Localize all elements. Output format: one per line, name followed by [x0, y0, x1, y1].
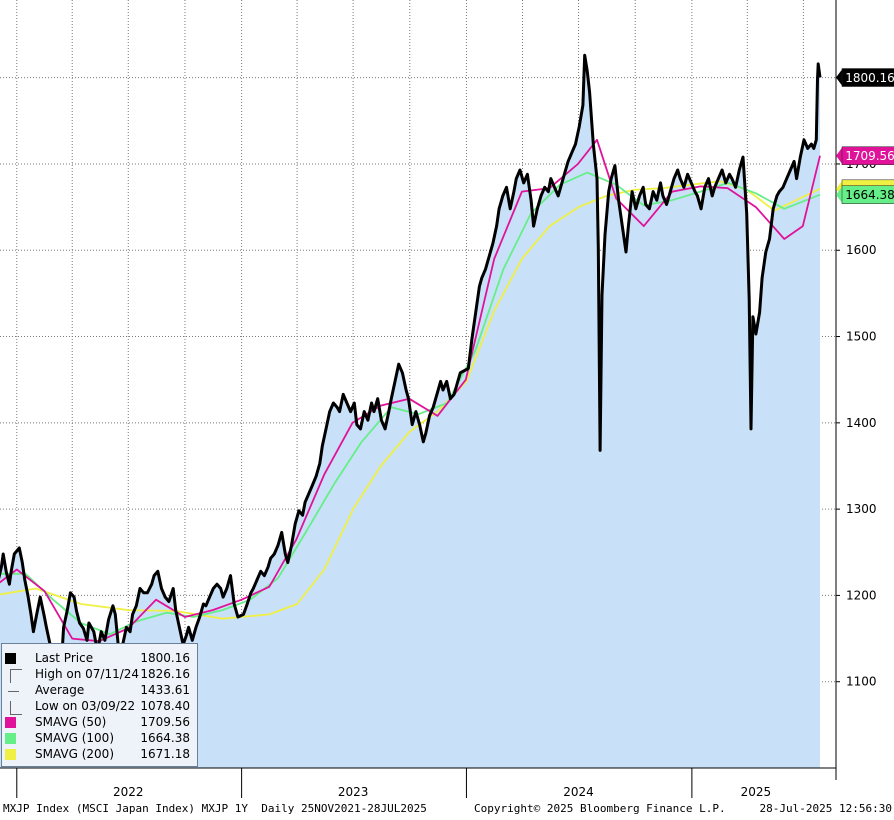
legend-value: 1433.61: [140, 683, 190, 697]
average-marker-icon: [8, 691, 19, 692]
legend-item-smavg-100: SMAVG (100) 1664.38: [5, 731, 195, 747]
price-tag-pointer: [836, 69, 842, 86]
high-marker-icon: [10, 669, 22, 683]
low-marker-icon: [10, 701, 22, 715]
legend-label: Last Price: [35, 651, 94, 665]
smavg-50-line: [0, 138, 821, 643]
series-lines: [0, 53, 822, 703]
legend-value: 1826.16: [140, 667, 190, 681]
price-tag-label: 1664.38: [845, 188, 894, 202]
legend-key-smavg-100: [5, 733, 16, 744]
price-tag-box: [841, 185, 894, 204]
legend-value: 1671.18: [140, 747, 190, 761]
legend-item-average: Average 1433.61: [5, 683, 195, 699]
price-tag-label: 1709.56: [845, 149, 894, 163]
x-tick-label: 2024: [563, 785, 594, 799]
footer-copyright: Copyright© 2025 Bloomberg Finance L.P.: [474, 802, 726, 815]
legend-label: High on 07/11/24: [35, 667, 140, 681]
legend-label: Average: [35, 683, 85, 697]
legend-item-high: High on 07/11/24 1826.16: [5, 667, 195, 683]
y-tick-label: 1200: [846, 588, 877, 602]
x-tick-label: 2023: [338, 785, 369, 799]
price-tag-pointer: [836, 186, 842, 203]
x-tick-label: 2025: [741, 785, 772, 799]
y-tick-label: 1300: [846, 502, 877, 516]
legend-item-low: Low on 03/09/22 1078.40: [5, 699, 195, 715]
legend-value: 1800.16: [140, 651, 190, 665]
last-price-line: [0, 53, 822, 703]
legend-value: 1078.40: [140, 699, 190, 713]
footer-timestamp: 28-Jul-2025 12:56:30: [759, 802, 892, 815]
legend-key-smavg-200: [5, 749, 16, 760]
x-tick-label: 2022: [113, 785, 144, 799]
footer-security-info: MXJP Index (MSCI Japan Index) MXJP 1Y Da…: [3, 802, 427, 815]
legend-label: SMAVG (200): [35, 747, 115, 761]
legend-item-smavg-200: SMAVG (200) 1671.18: [5, 747, 195, 763]
y-tick-label: 1600: [846, 243, 877, 257]
legend-key-smavg-50: [5, 717, 16, 728]
legend-key-last-price: [5, 653, 16, 664]
legend-value: 1664.38: [140, 731, 190, 745]
legend-label: SMAVG (50): [35, 715, 107, 729]
legend-value: 1709.56: [140, 715, 190, 729]
price-tags: 1800.16 1709.56 1664.38: [836, 68, 894, 204]
y-tick-label: 1500: [846, 330, 877, 344]
price-tag-box: [841, 146, 894, 165]
y-tick-label: 1400: [846, 416, 877, 430]
chart-legend: Last Price 1800.16 High on 07/11/24 1826…: [1, 643, 198, 767]
price-tag-box: [841, 68, 894, 87]
legend-label: Low on 03/09/22: [35, 699, 136, 713]
legend-item-last-price: Last Price 1800.16: [5, 651, 195, 667]
legend-item-smavg-50: SMAVG (50) 1709.56: [5, 715, 195, 731]
price-tag-pointer: [836, 147, 842, 164]
y-tick-label: 1100: [846, 675, 877, 689]
price-tag-label: 1800.16: [845, 71, 894, 85]
legend-label: SMAVG (100): [35, 731, 115, 745]
